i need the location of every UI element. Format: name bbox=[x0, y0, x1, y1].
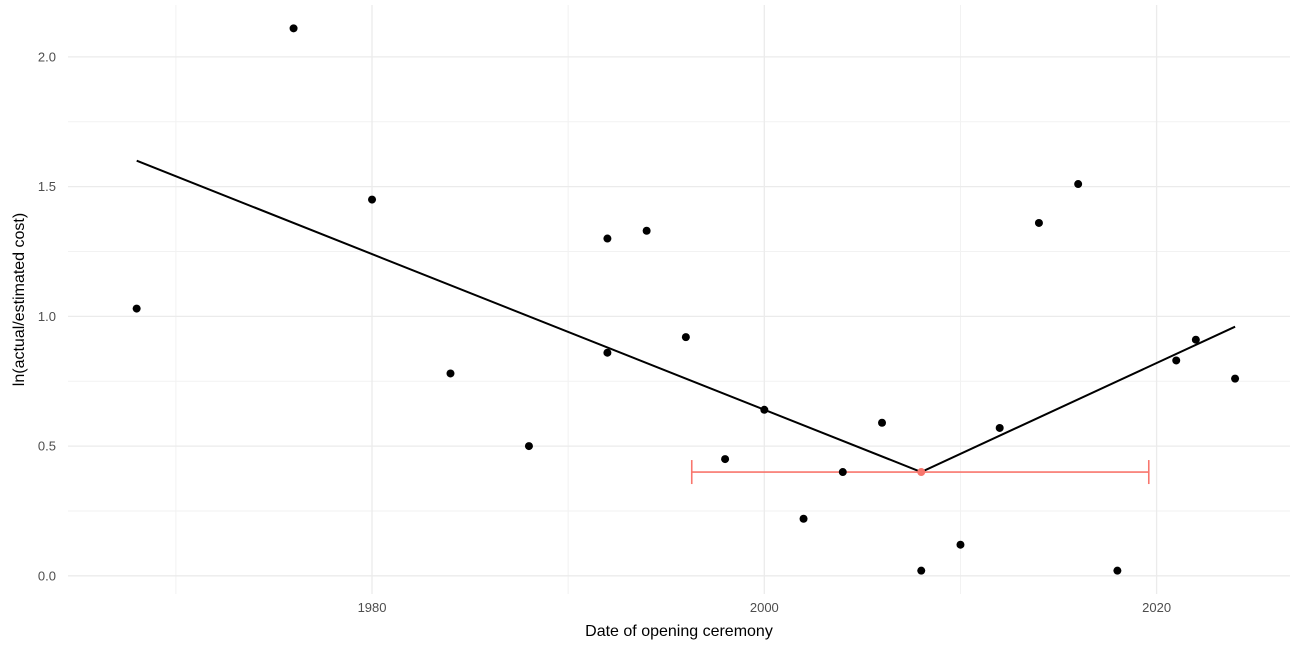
x-tick-label: 2020 bbox=[1142, 600, 1171, 615]
data-point bbox=[838, 468, 847, 477]
data-point bbox=[1172, 356, 1181, 365]
y-tick-label: 1.0 bbox=[38, 309, 56, 324]
data-point bbox=[995, 423, 1004, 432]
data-point bbox=[603, 348, 612, 357]
data-point bbox=[760, 405, 769, 414]
data-point bbox=[1231, 374, 1240, 383]
data-point bbox=[1074, 180, 1083, 189]
y-tick-label: 1.5 bbox=[38, 179, 56, 194]
y-tick-label: 2.0 bbox=[38, 49, 56, 64]
data-point bbox=[917, 566, 926, 575]
data-point bbox=[1191, 335, 1200, 344]
y-tick-label: 0.0 bbox=[38, 568, 56, 583]
x-tick-label: 1980 bbox=[358, 600, 387, 615]
data-point bbox=[1113, 566, 1122, 575]
y-axis-tick-labels: 0.0 0.5 1.0 1.5 2.0 bbox=[38, 49, 56, 583]
data-point bbox=[524, 442, 533, 451]
breakpoint-interval bbox=[690, 460, 1150, 485]
y-axis-title: ln(actual/estimated cost) bbox=[11, 213, 28, 386]
y-tick-label: 0.5 bbox=[38, 439, 56, 454]
x-tick-label: 2000 bbox=[750, 600, 779, 615]
data-point bbox=[368, 195, 377, 204]
data-point bbox=[132, 304, 141, 313]
data-point bbox=[681, 333, 690, 342]
data-point bbox=[1034, 218, 1043, 227]
data-point bbox=[878, 418, 887, 427]
data-points bbox=[132, 24, 1240, 575]
data-point bbox=[289, 24, 298, 33]
data-point bbox=[642, 226, 651, 235]
major-gridlines bbox=[68, 5, 1290, 594]
data-point bbox=[721, 455, 730, 464]
data-point bbox=[799, 514, 808, 523]
data-point bbox=[603, 234, 612, 243]
x-axis-tick-labels: 1980 2000 2020 bbox=[358, 600, 1172, 615]
breakpoint-estimate-point bbox=[917, 468, 926, 477]
minor-gridlines bbox=[68, 5, 1290, 594]
data-point bbox=[956, 540, 965, 549]
data-point bbox=[446, 369, 455, 378]
x-axis-title: Date of opening ceremony bbox=[585, 623, 773, 640]
